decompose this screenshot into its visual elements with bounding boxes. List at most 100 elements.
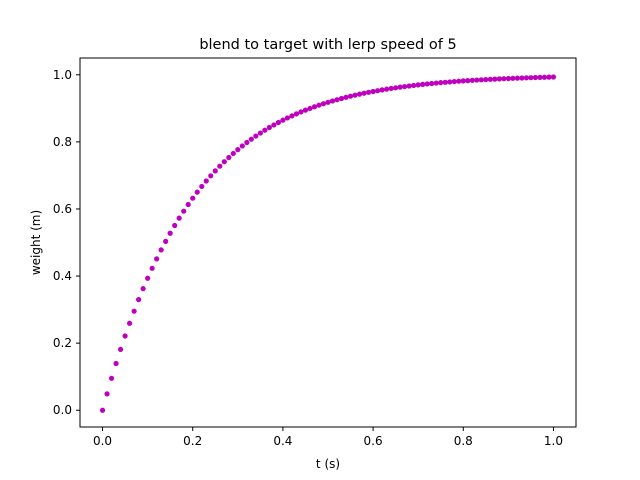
- y-tick-label: 0.2: [53, 336, 72, 350]
- data-point: [465, 78, 471, 84]
- data-point: [280, 117, 286, 123]
- data-point: [352, 92, 358, 98]
- data-point: [343, 94, 349, 100]
- data-point: [253, 133, 259, 139]
- data-point: [235, 147, 241, 153]
- data-point: [158, 247, 164, 253]
- data-point: [347, 93, 354, 99]
- data-point: [514, 75, 520, 81]
- y-tick-label: 0.4: [53, 269, 72, 283]
- data-point: [379, 87, 385, 93]
- data-point: [370, 88, 376, 95]
- data-point: [438, 80, 444, 86]
- data-point: [469, 77, 475, 83]
- data-point: [325, 99, 331, 105]
- data-point: [451, 78, 457, 85]
- data-point: [388, 85, 394, 92]
- plot-area-frame: [79, 57, 577, 428]
- data-point: [537, 74, 543, 80]
- data-point: [154, 256, 160, 262]
- data-point: [442, 79, 448, 85]
- data-point: [356, 91, 363, 97]
- data-point: [329, 98, 336, 104]
- data-point: [131, 308, 137, 314]
- data-point: [262, 127, 268, 133]
- data-point: [145, 275, 151, 281]
- data-point: [523, 75, 530, 81]
- data-point: [375, 88, 381, 94]
- data-point: [532, 74, 539, 81]
- data-point: [415, 82, 421, 88]
- data-point: [460, 78, 466, 84]
- data-point: [302, 107, 309, 113]
- data-point: [239, 143, 245, 149]
- x-tick-label: 0.8: [454, 434, 473, 448]
- data-point: [217, 163, 223, 169]
- data-point: [203, 178, 209, 184]
- data-point: [528, 75, 534, 81]
- data-point: [104, 391, 110, 397]
- data-point: [316, 102, 322, 108]
- data-point: [420, 81, 426, 87]
- data-point: [149, 265, 155, 271]
- data-point: [266, 124, 272, 131]
- data-point: [365, 89, 372, 95]
- data-point: [176, 215, 182, 221]
- data-point: [411, 82, 417, 89]
- x-tick-label: 0.4: [273, 434, 292, 448]
- data-point: [487, 76, 493, 82]
- data-point: [293, 111, 300, 117]
- data-point: [496, 76, 502, 82]
- data-point: [334, 97, 340, 103]
- data-point: [492, 76, 498, 82]
- data-point: [271, 122, 277, 128]
- data-point: [361, 90, 367, 96]
- data-point: [181, 208, 187, 214]
- data-point: [510, 75, 516, 81]
- data-point: [167, 230, 173, 236]
- data-point: [546, 74, 552, 80]
- data-point: [397, 84, 403, 90]
- data-point: [433, 80, 439, 86]
- data-point: [208, 173, 214, 179]
- data-point: [190, 195, 196, 201]
- data-point: [230, 150, 236, 157]
- data-point: [248, 136, 254, 142]
- data-point: [393, 85, 399, 91]
- data-point: [320, 101, 327, 107]
- data-point: [113, 360, 119, 367]
- y-tick-label: 0.8: [53, 135, 72, 149]
- data-point: [163, 238, 169, 244]
- data-point: [117, 346, 124, 353]
- data-point: [221, 159, 227, 165]
- y-tick-label: 0.6: [53, 202, 72, 216]
- x-tick-label: 0.6: [364, 434, 383, 448]
- data-point: [99, 407, 106, 413]
- x-tick-label: 0.0: [93, 434, 112, 448]
- data-point: [406, 83, 412, 89]
- data-point: [429, 80, 435, 87]
- data-point: [172, 222, 178, 229]
- data-point: [212, 168, 218, 174]
- data-point: [402, 83, 408, 90]
- data-point: [338, 95, 345, 102]
- data-point: [257, 130, 263, 136]
- data-point: [483, 76, 489, 83]
- data-point: [307, 105, 313, 112]
- data-point: [275, 119, 281, 126]
- data-point: [501, 76, 507, 82]
- data-point: [136, 297, 142, 303]
- y-axis-ticks: 0.0 0.2 0.4 0.6 0.8 1.0: [53, 68, 80, 417]
- x-axis-label: t (s): [316, 457, 340, 471]
- data-point: [456, 78, 462, 84]
- data-point: [226, 154, 232, 161]
- data-point: [474, 77, 480, 83]
- x-tick-label: 1.0: [544, 434, 563, 448]
- data-point: [194, 189, 200, 195]
- data-points-layer: [99, 74, 557, 413]
- x-tick-label: 0.2: [183, 434, 202, 448]
- data-point: [244, 139, 250, 146]
- x-axis-ticks: 0.0 0.2 0.4 0.6 0.8 1.0: [93, 427, 563, 448]
